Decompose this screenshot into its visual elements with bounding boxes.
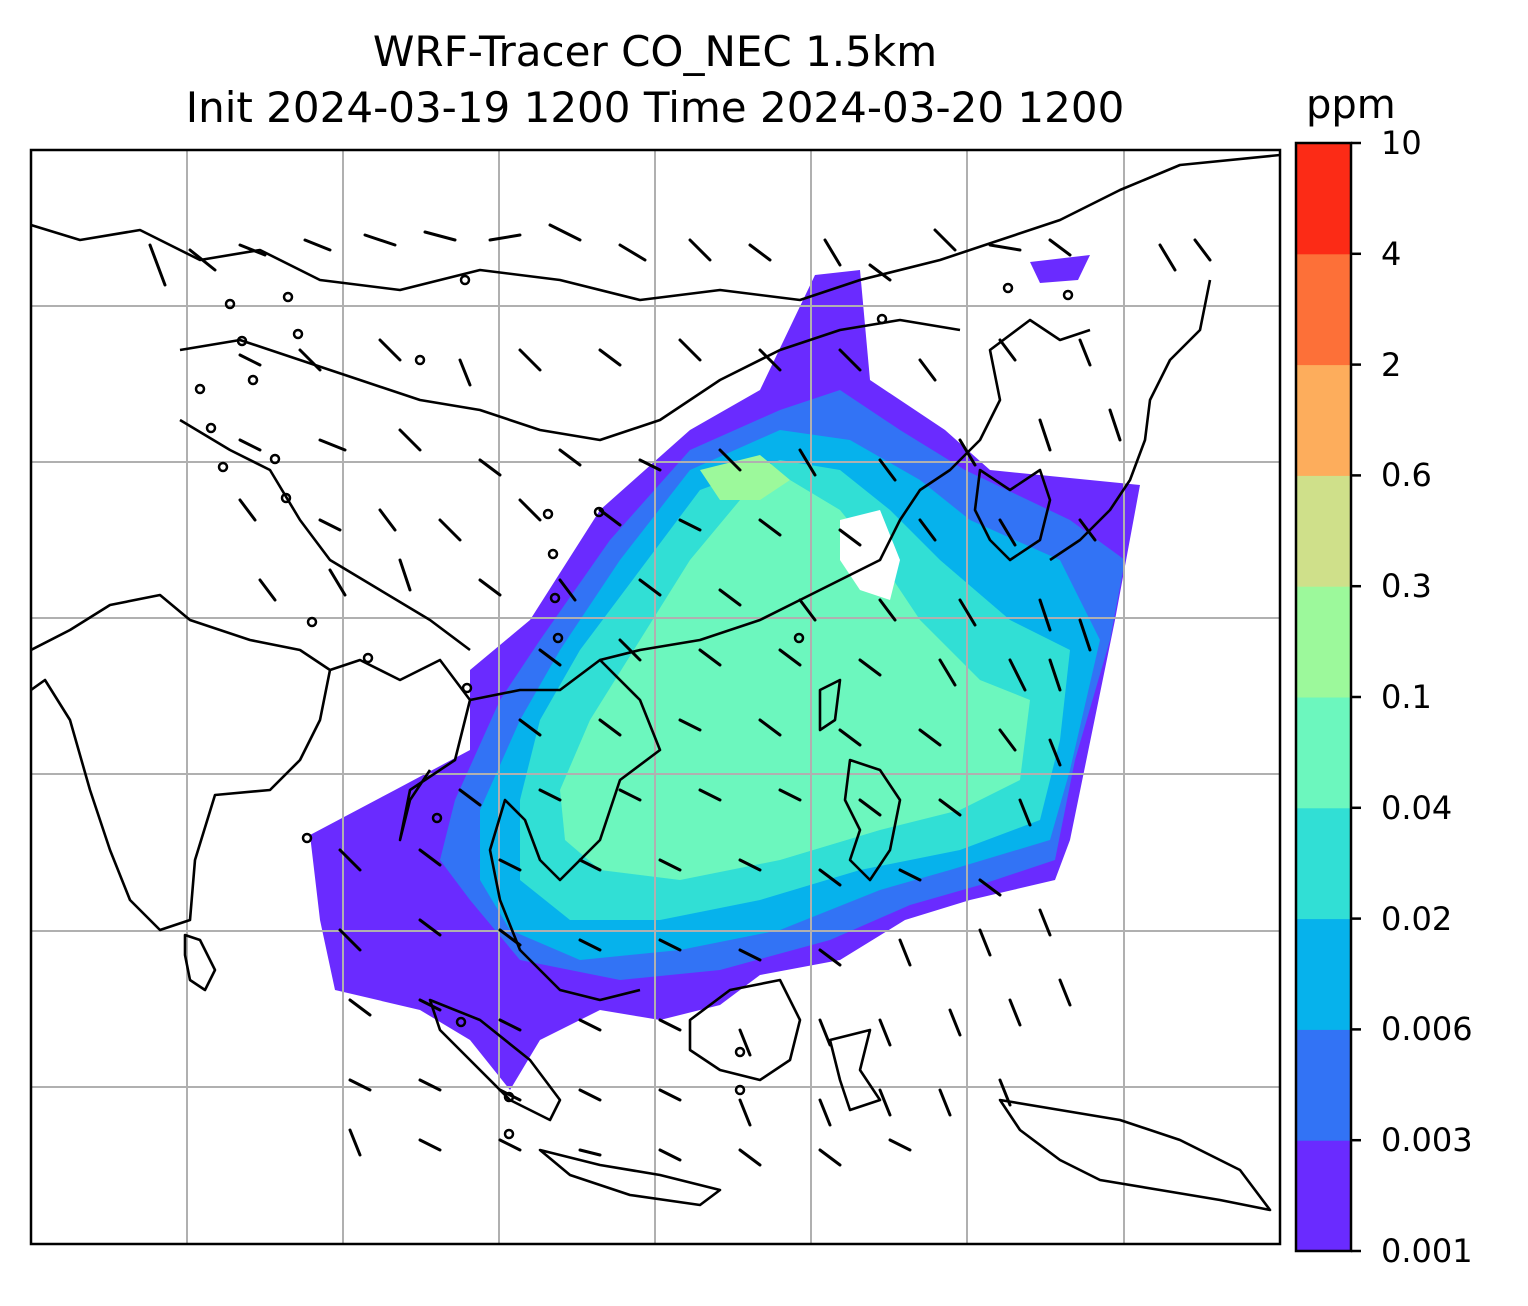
colorbar-segment <box>1296 807 1351 920</box>
colorbar-segment <box>1296 697 1351 809</box>
colorbar-segment <box>1296 143 1351 255</box>
coast-russia <box>31 153 1280 302</box>
colorbar-unit-label: ppm <box>1306 82 1396 128</box>
shade-level-0.1 <box>700 455 790 500</box>
chart-title: WRF-Tracer CO_NEC 1.5km <box>372 27 938 76</box>
colorbar-tick-label: 0.006 <box>1381 1010 1473 1049</box>
gridlines <box>31 150 1280 1244</box>
coast-java <box>538 1148 722 1207</box>
colorbar-tick-label: 10 <box>1381 124 1422 162</box>
coast-india <box>31 593 332 932</box>
colorbar-tick-label: 0.3 <box>1381 567 1432 606</box>
coast-bay-east <box>329 658 472 842</box>
coast-korea <box>973 468 1052 562</box>
colorbar-tick-label: 0.6 <box>1381 456 1432 495</box>
calm-markers <box>194 274 1074 1140</box>
coast-sulawesi <box>828 1028 882 1112</box>
coast-srilanka <box>183 933 217 992</box>
colorbar-tick-label: 0.02 <box>1381 899 1453 938</box>
colorbar-segment <box>1296 586 1351 698</box>
colorbar-segment <box>1296 1140 1351 1252</box>
border-china-north <box>179 318 961 442</box>
coast-indochina <box>469 658 662 1002</box>
coast-china <box>599 318 1091 662</box>
coast-newguinea <box>998 1098 1272 1212</box>
coast-taiwan <box>818 678 842 732</box>
colorbar-tick-label: 0.1 <box>1381 678 1432 716</box>
map-border <box>29 148 1282 1246</box>
colorbar-tick-label: 0.001 <box>1381 1232 1473 1270</box>
chart-subtitle: Init 2024-03-19 1200 Time 2024-03-20 120… <box>185 83 1125 132</box>
colorbar-segment <box>1296 918 1351 1030</box>
colorbar-segment <box>1296 1029 1351 1141</box>
colorbar-segment <box>1296 364 1351 476</box>
coast-sumatra <box>428 998 562 1122</box>
colorbar-tick-label: 2 <box>1381 345 1402 384</box>
shade-level-0.04 <box>560 480 1030 880</box>
border-inner <box>179 418 471 652</box>
coastlines <box>31 153 1280 1212</box>
colorbar-segment <box>1296 475 1351 587</box>
colorbar <box>1294 141 1361 1253</box>
coast-japan <box>1049 279 1212 562</box>
colorbar-tick-label: 0.04 <box>1381 788 1453 827</box>
coast-borneo <box>688 978 802 1082</box>
colorbar-tick-label: 0.003 <box>1381 1121 1473 1160</box>
tracer-shading <box>310 255 1140 1090</box>
colorbar-tick-label: 4 <box>1381 234 1402 273</box>
colorbar-segment <box>1296 253 1351 366</box>
coast-philippines <box>843 758 902 882</box>
wind-barbs <box>148 223 1212 1167</box>
